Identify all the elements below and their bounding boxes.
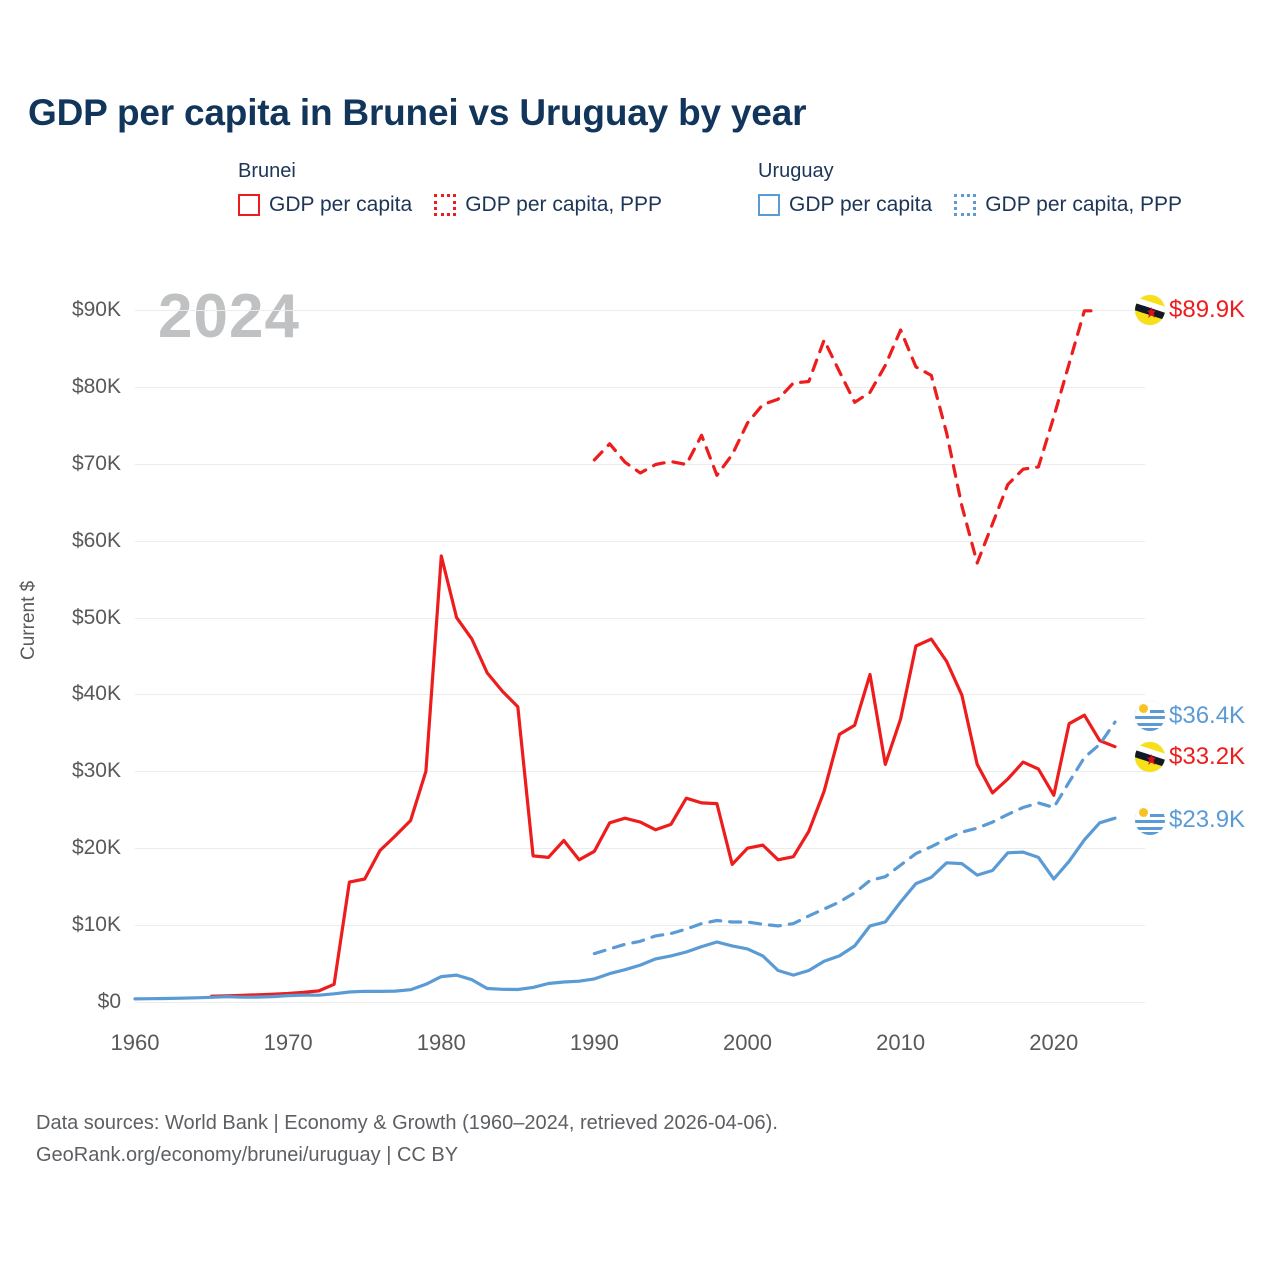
gridline bbox=[135, 310, 1145, 311]
x-axis-tick-label: 1960 bbox=[110, 1030, 160, 1055]
y-axis-tick-label: $10K bbox=[71, 913, 121, 937]
uruguay-flag-icon bbox=[1135, 701, 1165, 731]
series-line-uruguay-gdp-per-capita bbox=[133, 816, 1117, 1001]
legend-swatch-dotted-blue bbox=[954, 194, 977, 216]
series-line-brunei-gdp-per-capita bbox=[210, 554, 1117, 998]
y-axis-tick-label: $60K bbox=[71, 528, 121, 552]
legend-item-uruguay-gdp-ppp[interactable]: GDP per capita, PPP bbox=[954, 193, 1182, 217]
x-axis-tick-label: 2010 bbox=[876, 1030, 926, 1055]
gridline bbox=[135, 925, 1145, 927]
legend-country-uruguay: Uruguay bbox=[758, 160, 834, 182]
year-watermark: 2024 bbox=[158, 282, 300, 351]
gridline bbox=[135, 848, 1145, 850]
legend-country-brunei: Brunei bbox=[238, 160, 296, 182]
brunei-flag-icon bbox=[1135, 742, 1165, 772]
footer-attribution: GeoRank.org/economy/brunei/uruguay | CC … bbox=[36, 1143, 459, 1166]
legend-item-uruguay-gdp[interactable]: GDP per capita bbox=[758, 193, 932, 217]
legend-item-brunei-gdp[interactable]: GDP per capita bbox=[238, 193, 412, 217]
uruguay-flag-icon bbox=[1135, 805, 1165, 835]
y-axis-tick-label: $80K bbox=[71, 374, 121, 398]
gridline bbox=[135, 463, 1145, 465]
end-value-text: $33.2K bbox=[1169, 743, 1246, 770]
y-axis-tick-label: $40K bbox=[71, 682, 121, 706]
gridline bbox=[135, 771, 1145, 773]
y-axis-tick-label: $30K bbox=[71, 759, 121, 783]
x-axis-tick-label: 2000 bbox=[723, 1030, 772, 1055]
legend-swatch-solid-red bbox=[238, 194, 260, 216]
x-axis-tick-label: 1990 bbox=[569, 1030, 619, 1055]
y-axis-tick-label: $20K bbox=[71, 836, 121, 860]
legend-group-uruguay: Uruguay GDP per capita GDP per capita, P… bbox=[758, 160, 1182, 217]
gridline bbox=[135, 540, 1145, 542]
series-line-brunei-gdp-per-capita-ppp bbox=[592, 309, 1102, 565]
chart-legend: Brunei GDP per capita GDP per capita, PP… bbox=[238, 160, 1268, 246]
end-value-label: $36.4K bbox=[1135, 701, 1245, 731]
gridline bbox=[135, 694, 1145, 696]
gridline bbox=[135, 386, 1145, 388]
x-axis-tick-label: 1980 bbox=[416, 1030, 466, 1055]
end-value-text: $89.9K bbox=[1169, 296, 1246, 323]
brunei-flag-icon bbox=[1135, 295, 1165, 325]
legend-swatch-dotted-red bbox=[434, 194, 457, 216]
legend-item-brunei-gdp-ppp[interactable]: GDP per capita, PPP bbox=[434, 193, 662, 217]
y-axis-tick-label: $70K bbox=[71, 451, 121, 475]
legend-group-brunei: Brunei GDP per capita GDP per capita, PP… bbox=[238, 160, 662, 217]
end-value-label: $33.2K bbox=[1135, 742, 1245, 772]
chart-footer: Data sources: World Bank | Economy & Gro… bbox=[36, 1108, 778, 1171]
series-line-uruguay-gdp-per-capita-ppp bbox=[592, 720, 1117, 956]
legend-label-brunei-gdp: GDP per capita bbox=[269, 193, 413, 216]
y-axis-tick-label: $90K bbox=[71, 298, 121, 321]
y-axis-tick-label: $50K bbox=[71, 605, 121, 629]
y-axis-label: Current $ bbox=[18, 580, 39, 660]
y-axis-tick-label: $0 bbox=[97, 990, 121, 1013]
legend-label-brunei-gdp-ppp: GDP per capita, PPP bbox=[465, 193, 663, 216]
page-title: GDP per capita in Brunei vs Uruguay by y… bbox=[28, 92, 807, 133]
x-axis-tick-label: 2020 bbox=[1029, 1030, 1079, 1055]
x-axis-tick-label: 1970 bbox=[263, 1030, 313, 1055]
end-value-label: $23.9K bbox=[1135, 805, 1245, 835]
gridline bbox=[135, 1002, 1145, 1003]
end-value-text: $23.9K bbox=[1169, 806, 1246, 833]
legend-swatch-solid-blue bbox=[758, 194, 780, 216]
legend-label-uruguay-gdp: GDP per capita bbox=[789, 193, 933, 216]
end-value-label: $89.9K bbox=[1135, 295, 1245, 325]
legend-label-uruguay-gdp-ppp: GDP per capita, PPP bbox=[985, 193, 1183, 216]
end-value-text: $36.4K bbox=[1169, 702, 1246, 729]
gridline bbox=[135, 617, 1145, 619]
footer-data-sources: Data sources: World Bank | Economy & Gro… bbox=[36, 1112, 778, 1134]
